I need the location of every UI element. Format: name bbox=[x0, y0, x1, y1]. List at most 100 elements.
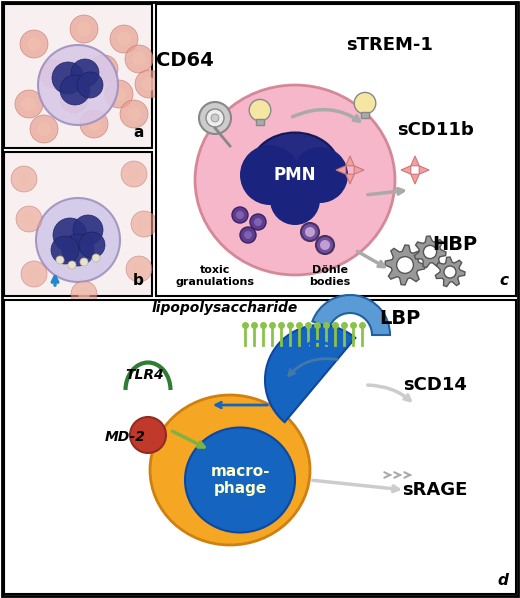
Polygon shape bbox=[385, 245, 425, 285]
Circle shape bbox=[120, 100, 148, 128]
Circle shape bbox=[126, 256, 152, 282]
Ellipse shape bbox=[185, 428, 295, 532]
Circle shape bbox=[397, 257, 413, 273]
Circle shape bbox=[354, 93, 376, 114]
Text: sCD11b: sCD11b bbox=[397, 121, 473, 139]
Circle shape bbox=[112, 87, 126, 101]
Wedge shape bbox=[313, 295, 390, 335]
Circle shape bbox=[270, 175, 320, 225]
FancyBboxPatch shape bbox=[361, 112, 369, 118]
FancyBboxPatch shape bbox=[4, 152, 152, 296]
Circle shape bbox=[16, 206, 42, 232]
Circle shape bbox=[131, 211, 157, 237]
Circle shape bbox=[56, 256, 64, 264]
Circle shape bbox=[68, 261, 76, 269]
Circle shape bbox=[254, 218, 262, 226]
Polygon shape bbox=[336, 166, 346, 174]
Text: PMN: PMN bbox=[274, 166, 316, 184]
Circle shape bbox=[125, 45, 153, 73]
Circle shape bbox=[127, 107, 141, 121]
Text: sTREM-1: sTREM-1 bbox=[346, 36, 434, 54]
Circle shape bbox=[20, 30, 48, 58]
Circle shape bbox=[110, 25, 138, 53]
Text: macro-
phage: macro- phage bbox=[210, 464, 270, 496]
Ellipse shape bbox=[150, 395, 310, 545]
Circle shape bbox=[206, 109, 224, 127]
Circle shape bbox=[240, 227, 256, 243]
Circle shape bbox=[62, 234, 94, 266]
FancyBboxPatch shape bbox=[4, 4, 152, 148]
Circle shape bbox=[292, 147, 348, 203]
Circle shape bbox=[77, 22, 91, 36]
Text: sRAGE: sRAGE bbox=[402, 481, 467, 499]
Circle shape bbox=[142, 77, 156, 91]
Ellipse shape bbox=[250, 133, 340, 208]
Polygon shape bbox=[401, 166, 411, 174]
Circle shape bbox=[97, 62, 111, 76]
Circle shape bbox=[23, 213, 35, 225]
Circle shape bbox=[320, 240, 330, 250]
Circle shape bbox=[67, 92, 81, 106]
Circle shape bbox=[244, 231, 252, 239]
Circle shape bbox=[138, 218, 150, 230]
Circle shape bbox=[78, 288, 90, 300]
Circle shape bbox=[51, 236, 79, 264]
Circle shape bbox=[132, 52, 146, 66]
Circle shape bbox=[37, 122, 51, 136]
Ellipse shape bbox=[195, 85, 395, 275]
Polygon shape bbox=[435, 257, 465, 286]
Circle shape bbox=[40, 60, 68, 88]
Polygon shape bbox=[414, 236, 446, 267]
Circle shape bbox=[71, 59, 99, 87]
Circle shape bbox=[87, 117, 101, 131]
Polygon shape bbox=[419, 166, 429, 174]
Circle shape bbox=[211, 114, 219, 122]
Circle shape bbox=[53, 218, 87, 252]
Circle shape bbox=[92, 254, 100, 262]
Circle shape bbox=[105, 80, 133, 108]
Circle shape bbox=[301, 223, 319, 241]
Circle shape bbox=[128, 168, 140, 180]
Circle shape bbox=[232, 207, 248, 223]
Circle shape bbox=[15, 90, 43, 118]
Text: LBP: LBP bbox=[380, 309, 421, 328]
Circle shape bbox=[240, 145, 300, 205]
Text: sCD14: sCD14 bbox=[403, 376, 467, 394]
Circle shape bbox=[250, 214, 266, 230]
Circle shape bbox=[73, 215, 103, 245]
Text: c: c bbox=[499, 273, 508, 288]
Text: TLR4: TLR4 bbox=[125, 368, 164, 382]
Polygon shape bbox=[346, 174, 354, 184]
Text: toxic
granulations: toxic granulations bbox=[176, 265, 254, 286]
Circle shape bbox=[21, 261, 47, 287]
Circle shape bbox=[199, 102, 231, 134]
Circle shape bbox=[77, 72, 103, 98]
Text: d: d bbox=[497, 573, 508, 588]
Polygon shape bbox=[411, 174, 419, 184]
Wedge shape bbox=[265, 325, 355, 422]
Circle shape bbox=[316, 236, 334, 254]
Polygon shape bbox=[354, 166, 364, 174]
Circle shape bbox=[22, 97, 36, 111]
Circle shape bbox=[117, 32, 131, 46]
Circle shape bbox=[18, 173, 30, 185]
Circle shape bbox=[30, 115, 58, 143]
Circle shape bbox=[423, 245, 437, 258]
Text: MD-2: MD-2 bbox=[105, 430, 146, 444]
FancyBboxPatch shape bbox=[4, 300, 516, 594]
Circle shape bbox=[80, 258, 88, 266]
Circle shape bbox=[249, 99, 271, 121]
FancyBboxPatch shape bbox=[256, 119, 264, 124]
Circle shape bbox=[130, 417, 166, 453]
Circle shape bbox=[47, 67, 61, 81]
Circle shape bbox=[27, 37, 41, 51]
Text: Döhle
bodies: Döhle bodies bbox=[309, 265, 350, 286]
Circle shape bbox=[80, 110, 108, 138]
Circle shape bbox=[305, 227, 315, 237]
Circle shape bbox=[38, 45, 118, 125]
Circle shape bbox=[444, 266, 456, 278]
Text: CD64: CD64 bbox=[156, 50, 214, 69]
Circle shape bbox=[79, 232, 105, 258]
Text: lipopolysaccharide: lipopolysaccharide bbox=[152, 301, 298, 315]
Circle shape bbox=[60, 85, 88, 113]
